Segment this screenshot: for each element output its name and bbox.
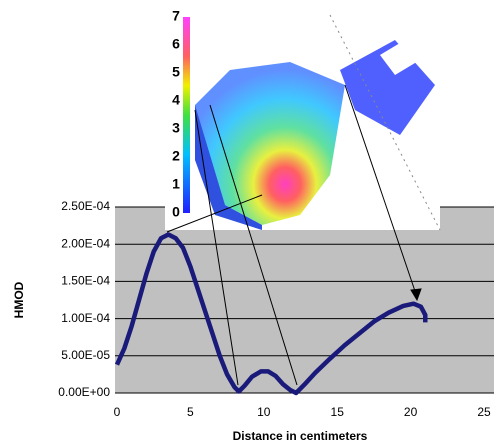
colorbar-tick-label: 3	[172, 120, 180, 136]
y-tick-label: 1.00E-04	[61, 311, 110, 325]
y-tick-label: 5.00E-05	[61, 348, 110, 362]
x-tick-label: 15	[331, 405, 345, 419]
colorbar-tick-label: 6	[172, 36, 180, 52]
y-axis-label: HMOD	[12, 281, 26, 318]
colorbar-tick-label: 7	[172, 8, 180, 24]
y-tick-label: 2.50E-04	[61, 199, 110, 213]
colorbar	[183, 17, 190, 213]
x-tick-label: 0	[114, 405, 121, 419]
x-tick-label: 5	[187, 405, 194, 419]
x-tick-label: 20	[404, 405, 418, 419]
colorbar-tick-label: 2	[172, 148, 180, 164]
x-axis-label: Distance in centimeters	[233, 429, 368, 443]
colorbar-tick-label: 4	[172, 92, 180, 108]
colorbar-tick-label: 5	[172, 64, 180, 80]
inset-image	[165, 0, 440, 230]
colorbar-tick-label: 1	[172, 176, 180, 192]
y-tick-label: 2.00E-04	[61, 236, 110, 250]
colorbar-tick-label: 0	[172, 204, 180, 220]
chart: 0.00E+00 5.00E-05 1.00E-04 1.50E-04 2.00E-04…	[0, 0, 494, 445]
y-tick-label: 0.00E+00	[58, 385, 110, 399]
x-tick-label: 10	[257, 405, 271, 419]
x-tick-label: 25	[477, 405, 491, 419]
y-tick-label: 1.50E-04	[61, 274, 110, 288]
